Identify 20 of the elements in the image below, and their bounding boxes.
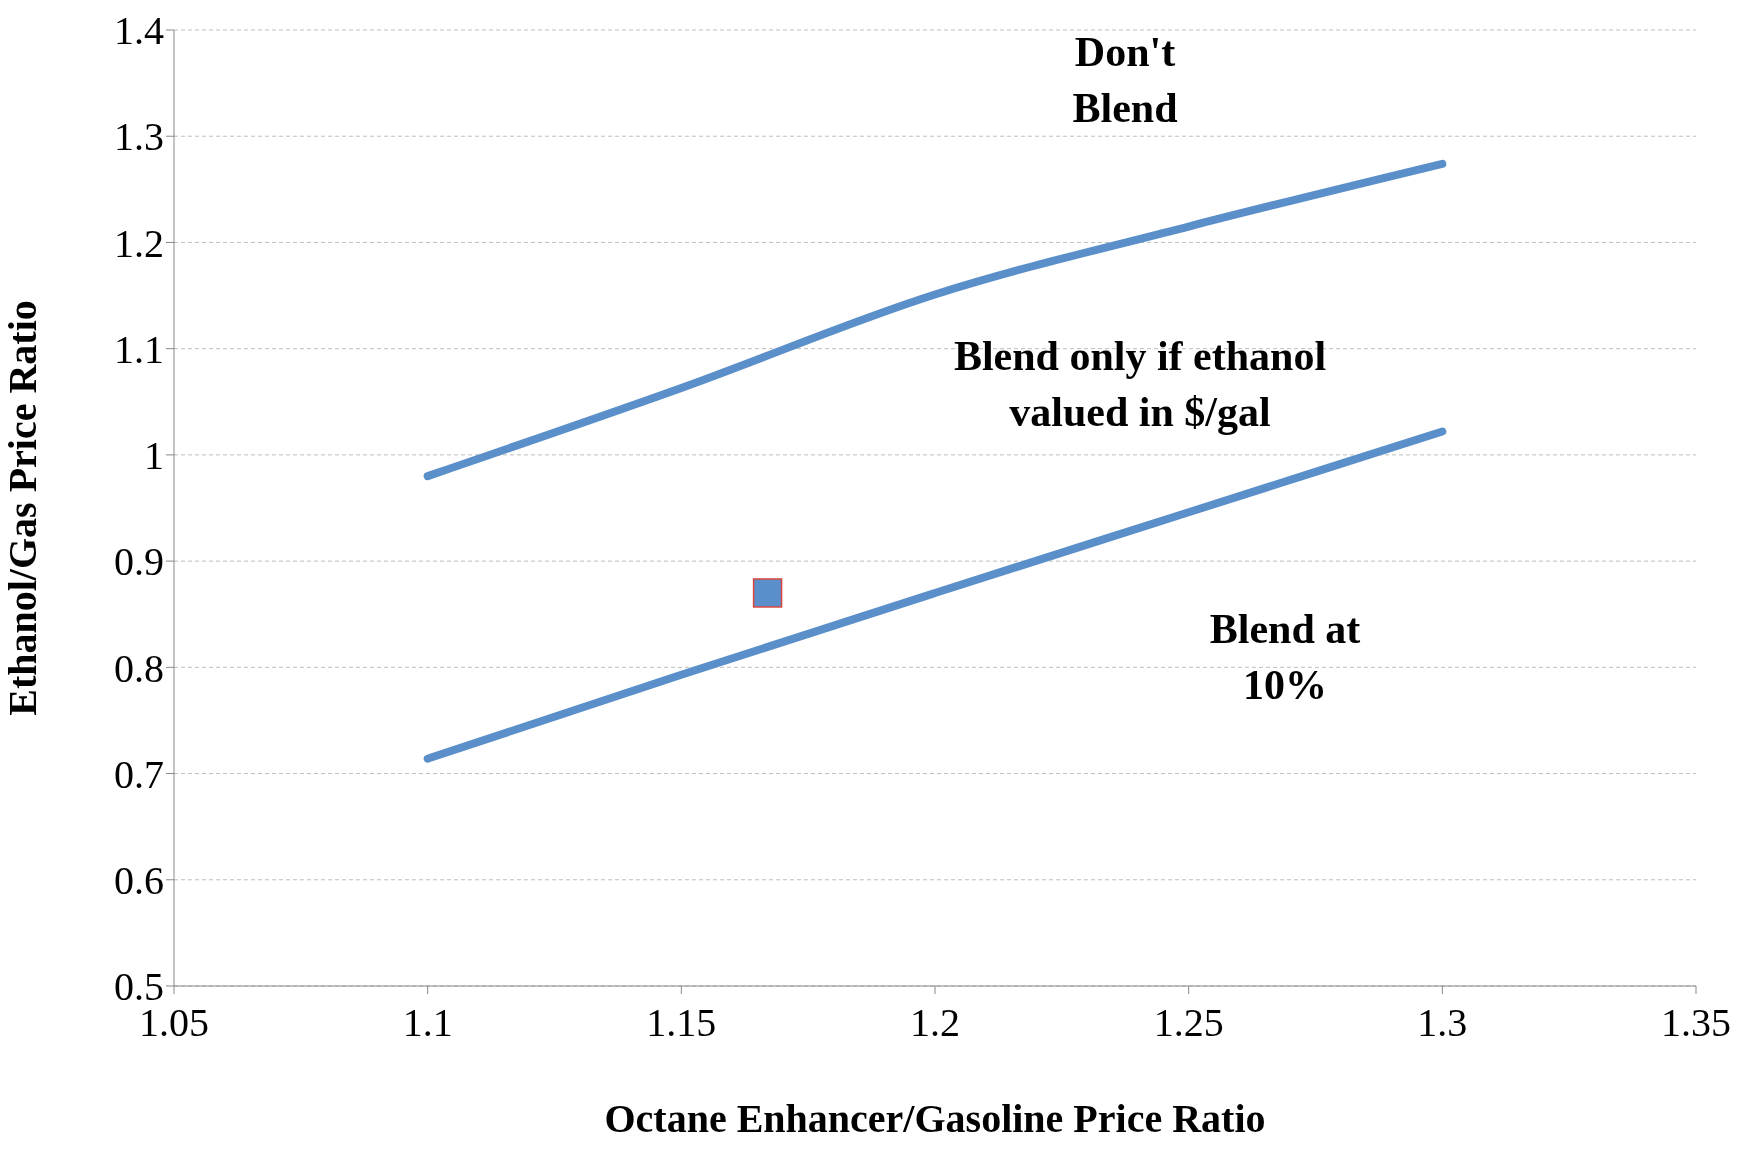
annotation: Blend at 10%	[1209, 605, 1361, 710]
y-tick-label: 1.1	[114, 326, 164, 372]
x-axis-title: Octane Enhancer/Gasoline Price Ratio	[604, 1096, 1266, 1141]
y-tick-label: 0.7	[114, 751, 164, 797]
annotation: Don't Blend	[1072, 28, 1178, 133]
y-axis-title: Ethanol/Gas Price Ratio	[0, 300, 46, 716]
y-tick-label: 1.4	[114, 8, 164, 54]
y-tick-label: 1	[144, 433, 164, 479]
x-tick-label: 1.3	[1417, 1000, 1468, 1046]
x-tick-label: 1.25	[1153, 1000, 1224, 1046]
y-tick-label: 0.8	[114, 645, 164, 691]
annotation: Blend only if ethanol valued in $/gal	[953, 332, 1327, 437]
y-tick-label: 0.6	[114, 857, 164, 903]
y-tick-label: 0.9	[114, 539, 164, 585]
y-tick-label: 1.2	[114, 220, 164, 266]
x-tick-label: 1.15	[646, 1000, 717, 1046]
x-tick-label: 1.1	[402, 1000, 453, 1046]
x-tick-label: 1.35	[1661, 1000, 1731, 1046]
y-tick-label: 1.3	[114, 114, 164, 160]
x-tick-label: 1.2	[910, 1000, 960, 1046]
